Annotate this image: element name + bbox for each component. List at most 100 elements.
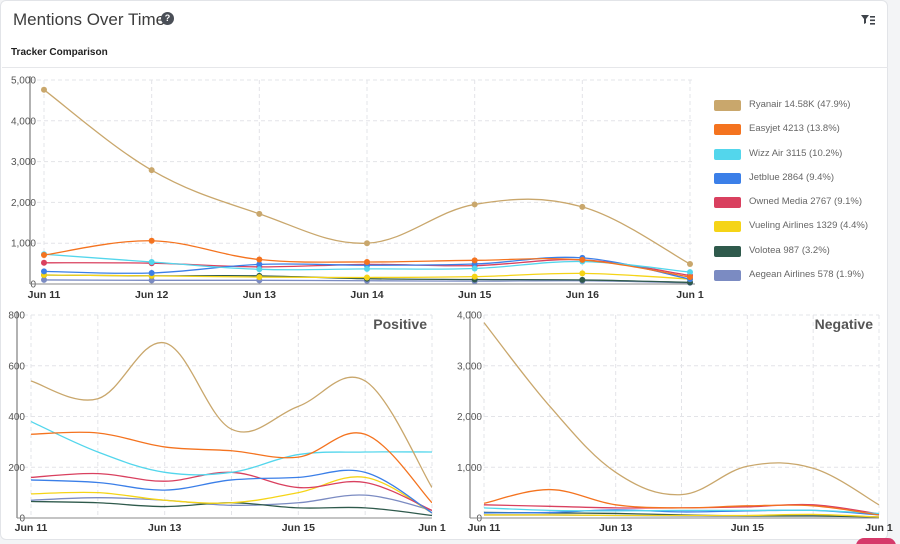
data-point [41,252,47,259]
series-line-easyjet [30,431,432,504]
data-point [148,237,155,244]
x-tick-label: Jun 14 [350,289,383,301]
header-divider [2,67,888,68]
data-point [148,269,155,276]
x-tick-label: Jun 11 [28,289,61,301]
x-tick-label: Jun 13 [599,522,632,534]
x-tick-label: Jun 15 [458,289,491,301]
data-point [579,256,586,263]
x-tick-label: Jun 15 [282,522,315,534]
legend-swatch [714,100,741,111]
legend-item[interactable]: Jetblue 2864 (9.4%) [714,169,884,193]
data-point [687,274,693,281]
data-point [148,258,155,265]
data-point [364,240,370,247]
chat-widget-button[interactable] [856,538,896,544]
data-point [41,86,47,93]
data-point [471,257,478,264]
legend-label: Owned Media 2767 (9.1%) [749,196,863,208]
legend-label: Jetblue 2864 (9.4%) [749,171,835,183]
question-circle-icon[interactable]: ? [161,12,174,25]
x-tick-label: Jun 11 [468,522,501,534]
y-tick-label: 0 [19,514,25,525]
series-line-wizz-air [483,507,879,515]
legend-swatch [714,197,741,209]
data-point [471,273,478,280]
data-point [41,276,47,283]
y-tick-label: 5,000 [11,76,36,87]
panel-header: Mentions Over Time ? [1,1,889,39]
y-tick-label: 0 [30,280,36,291]
data-point [256,274,263,281]
x-tick-label: Jun 1 [418,522,446,534]
legend-label: Ryanair 14.58K (47.9%) [749,99,851,110]
series-group [483,322,879,518]
data-point [687,261,693,268]
x-tick-label: Jun 11 [15,522,48,534]
data-point [579,276,586,283]
series-line-aegean-airlines [30,494,432,512]
legend-label: Aegean Airlines 578 (1.9%) [749,269,865,281]
x-tick-label: Jun 13 [243,289,276,301]
x-tick-label: Jun 1 [676,289,704,301]
data-point [471,265,478,272]
filter-lines-icon[interactable] [861,13,875,31]
data-point [148,277,155,284]
data-point [364,274,370,281]
legend-swatch [714,148,741,160]
data-point [148,167,155,174]
series-line-jetblue [30,469,432,514]
chart-title: Negative [815,316,874,332]
data-point [687,269,693,276]
data-point [256,266,263,273]
series-line-vueling-airlines [483,513,879,518]
data-point [41,268,47,275]
x-tick-label: Jun 15 [731,522,764,534]
data-point [256,261,263,268]
legend-item[interactable]: Vueling Airlines 1329 (4.4%) [714,217,884,241]
legend-item[interactable]: Wizz Air 3115 (10.2%) [714,145,884,169]
chart-title: Positive [373,316,427,332]
legend-item[interactable]: Easyjet 4213 (13.8%) [714,120,884,144]
series-group [41,86,693,286]
x-tick-label: Jun 16 [566,289,599,301]
legend-swatch [714,124,741,136]
series-group [30,342,432,517]
data-point [579,203,586,210]
mentions-over-time-panel: Mentions Over Time ? Tracker Comparison [0,0,888,540]
y-tick-label: 4,000 [11,116,36,127]
y-tick-label: 2,000 [11,198,36,209]
chart-1: 0 1,000 2,000 3,000 4,000 5,000 Jun 11 Jun 12 Ju… [11,76,704,302]
x-tick-label: Jun 13 [148,522,181,534]
page-title: Mentions Over Time [13,10,166,29]
legend-item[interactable]: Ryanair 14.58K (47.9%) [714,96,884,120]
data-point [471,201,478,208]
legend-swatch [714,172,741,184]
x-tick-label: Jun 1 [865,522,893,534]
tracker-comparison-label: Tracker Comparison [11,47,108,58]
series-line-ryanair [483,322,879,506]
legend-item[interactable]: Volotea 987 (3.2%) [714,242,884,266]
series-line-easyjet [483,488,879,516]
data-point [579,270,586,277]
chart-legend: Ryanair 14.58K (47.9%) Easyjet 4213 (13.8… [714,96,884,290]
data-point [364,258,370,265]
data-point [364,265,370,272]
y-tick-label: 3,000 [11,157,36,168]
y-tick-label: 0 [476,514,482,525]
legend-label: Volotea 987 (3.2%) [749,244,830,256]
legend-swatch [714,245,741,257]
data-point [256,256,263,263]
legend-label: Easyjet 4213 (13.8%) [749,123,840,135]
series-line-wizz-air [30,420,432,476]
series-line-ryanair [30,342,432,488]
legend-item[interactable]: Owned Media 2767 (9.1%) [714,193,884,217]
data-point [256,210,263,217]
x-tick-label: Jun 12 [135,289,168,301]
legend-item[interactable]: Aegean Airlines 578 (1.9%) [714,266,884,290]
legend-label: Vueling Airlines 1329 (4.4%) [749,220,868,232]
legend-label: Wizz Air 3115 (10.2%) [749,147,843,159]
y-tick-label: 1,000 [11,239,36,250]
